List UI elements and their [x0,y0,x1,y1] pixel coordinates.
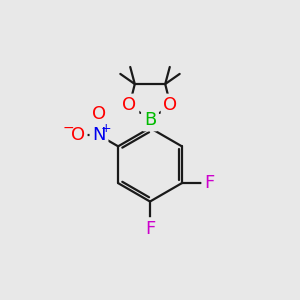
Text: −: − [63,121,74,135]
Text: F: F [204,174,214,192]
Text: +: + [100,122,111,135]
Text: B: B [144,111,156,129]
Text: F: F [145,220,155,238]
Text: O: O [122,96,136,114]
Text: N: N [92,126,106,144]
Text: O: O [164,96,178,114]
Text: O: O [92,105,106,123]
Text: O: O [71,126,85,144]
